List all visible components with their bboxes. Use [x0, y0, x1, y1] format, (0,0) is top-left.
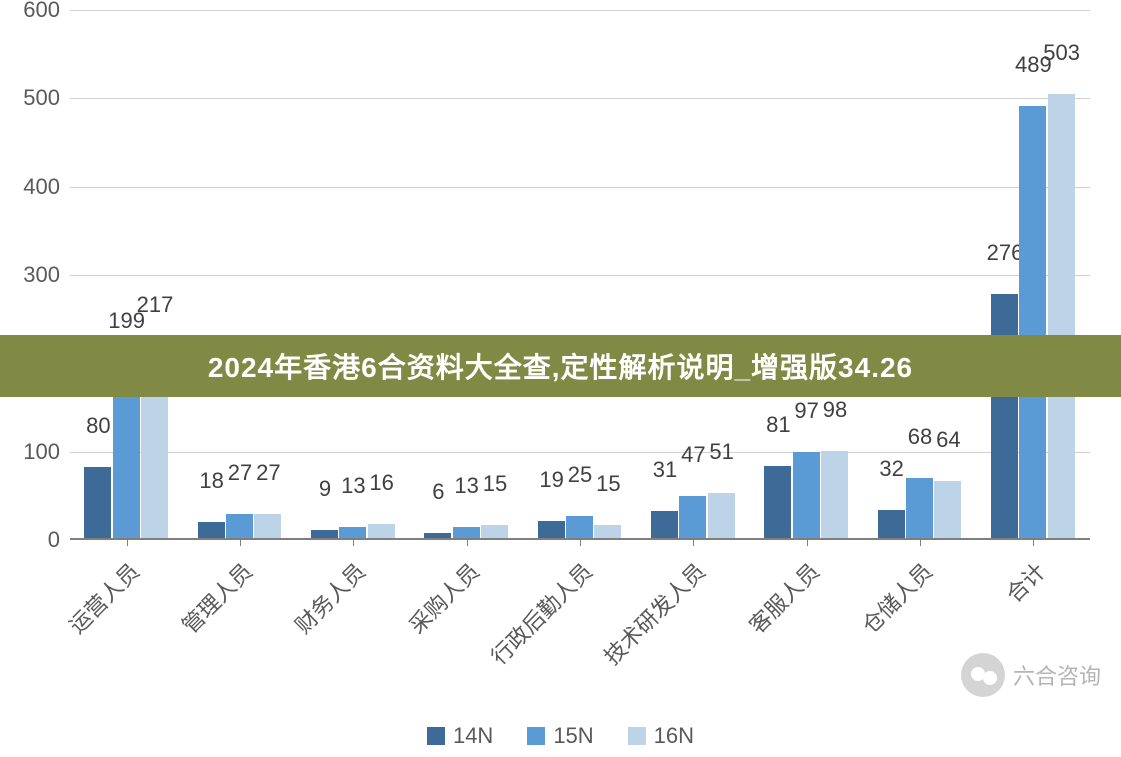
plot-area: 0100200300400500600801992171827279131661… — [70, 10, 1090, 540]
bar-value-label: 32 — [879, 456, 903, 482]
bar-value-label: 80 — [86, 413, 110, 439]
bar — [84, 467, 111, 538]
x-tick-mark — [693, 538, 694, 546]
bar-value-label: 25 — [568, 462, 592, 488]
y-tick-label: 100 — [23, 439, 60, 465]
legend-label: 16N — [654, 723, 694, 749]
overlay-text: 2024年香港6合资料大全查,定性解析说明_增强版34.26 — [208, 346, 913, 386]
bar — [254, 514, 281, 538]
y-tick-label: 0 — [48, 527, 60, 553]
bar — [1048, 94, 1075, 538]
y-tick-label: 500 — [23, 85, 60, 111]
x-tick-label: 运营人员 — [60, 555, 145, 640]
bar — [821, 451, 848, 538]
x-tick-mark — [353, 538, 354, 546]
overlay-banner: 2024年香港6合资料大全查,定性解析说明_增强版34.26 — [0, 335, 1121, 397]
bar — [311, 530, 338, 538]
wechat-icon — [961, 653, 1005, 697]
bar-value-label: 19 — [539, 467, 563, 493]
bar-value-label: 47 — [681, 442, 705, 468]
y-tick-label: 300 — [23, 262, 60, 288]
bar-value-label: 68 — [908, 424, 932, 450]
bar — [453, 527, 480, 538]
bar — [566, 516, 593, 538]
bar — [1019, 106, 1046, 538]
bar-value-label: 6 — [432, 479, 444, 505]
x-tick-label: 财务人员 — [287, 555, 372, 640]
bar — [793, 452, 820, 538]
bar-value-label: 276 — [987, 240, 1024, 266]
x-tick-mark — [127, 538, 128, 546]
y-tick-label: 600 — [23, 0, 60, 23]
legend-item: 16N — [628, 723, 694, 749]
bar-value-label: 9 — [319, 476, 331, 502]
x-tick-label: 合计 — [998, 555, 1052, 609]
legend-label: 14N — [453, 723, 493, 749]
gridline — [70, 10, 1090, 11]
bar — [934, 481, 961, 538]
bar-value-label: 51 — [709, 439, 733, 465]
bar-value-label: 18 — [199, 468, 223, 494]
bar-value-label: 98 — [823, 397, 847, 423]
watermark-text: 六合咨询 — [1013, 659, 1101, 691]
gridline — [70, 98, 1090, 99]
bar — [878, 510, 905, 538]
watermark: 六合咨询 — [961, 653, 1101, 697]
x-tick-mark — [920, 538, 921, 546]
bar-value-label: 16 — [369, 470, 393, 496]
x-tick-label: 技术研发人员 — [596, 555, 712, 671]
x-tick-mark — [467, 538, 468, 546]
bar-value-label: 97 — [794, 398, 818, 424]
bar — [679, 496, 706, 538]
bar-value-label: 503 — [1043, 40, 1080, 66]
bar — [198, 522, 225, 538]
legend-swatch — [628, 727, 646, 745]
legend-label: 15N — [553, 723, 593, 749]
bar — [481, 525, 508, 538]
x-tick-mark — [1033, 538, 1034, 546]
bar — [538, 521, 565, 538]
bar-value-label: 64 — [936, 427, 960, 453]
legend: 14N 15N 16N — [0, 723, 1121, 749]
bar-value-label: 13 — [341, 473, 365, 499]
x-tick-label: 管理人员 — [174, 555, 259, 640]
legend-swatch — [427, 727, 445, 745]
bar-value-label: 15 — [596, 471, 620, 497]
bar — [764, 466, 791, 538]
bar — [991, 294, 1018, 538]
bar-value-label: 27 — [256, 460, 280, 486]
bar — [368, 524, 395, 538]
x-tick-label: 仓储人员 — [854, 555, 939, 640]
legend-item: 15N — [527, 723, 593, 749]
gridline — [70, 187, 1090, 188]
x-tick-mark — [807, 538, 808, 546]
y-tick-label: 400 — [23, 174, 60, 200]
legend-swatch — [527, 727, 545, 745]
bar — [708, 493, 735, 538]
gridline — [70, 275, 1090, 276]
bar — [424, 533, 451, 538]
bar-value-label: 81 — [766, 412, 790, 438]
bar-value-label: 13 — [454, 473, 478, 499]
legend-item: 14N — [427, 723, 493, 749]
bar-chart: 0100200300400500600801992171827279131661… — [10, 0, 1110, 620]
x-tick-label: 行政后勤人员 — [483, 555, 599, 671]
bar — [339, 527, 366, 538]
bar — [226, 514, 253, 538]
x-tick-label: 采购人员 — [400, 555, 485, 640]
bar — [906, 478, 933, 538]
bar — [594, 525, 621, 538]
x-tick-label: 客服人员 — [740, 555, 825, 640]
bar-value-label: 15 — [483, 471, 507, 497]
bar-value-label: 27 — [228, 460, 252, 486]
x-tick-mark — [240, 538, 241, 546]
x-tick-mark — [580, 538, 581, 546]
bar-value-label: 31 — [653, 457, 677, 483]
bar-value-label: 217 — [137, 292, 174, 318]
bar — [651, 511, 678, 538]
